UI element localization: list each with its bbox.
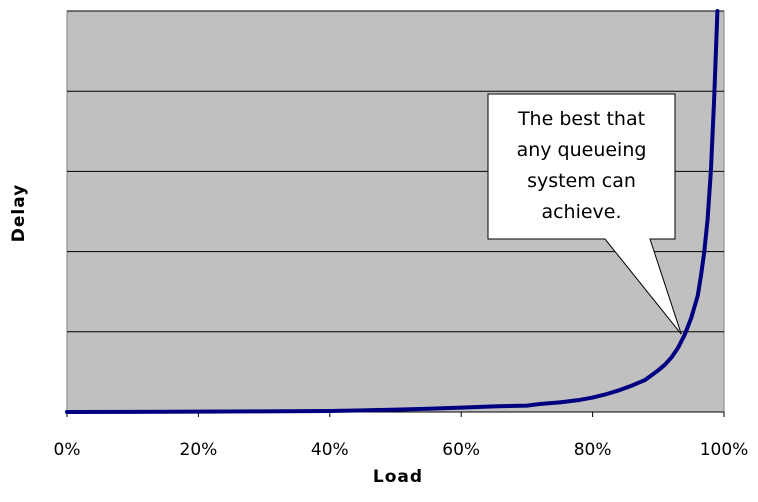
y-axis-title: Delay <box>9 184 29 243</box>
annotation-layer: The best that any queueing system can achie… <box>487 93 682 335</box>
x-tick-label: 20% <box>180 440 218 460</box>
x-tick-label: 100% <box>700 440 749 460</box>
x-tick-label: 40% <box>311 440 349 460</box>
callout-text-line: system can <box>527 170 636 192</box>
x-tick-label: 0% <box>54 440 81 460</box>
callout-text-line: achieve. <box>541 201 621 223</box>
series-layer <box>65 9 720 414</box>
x-tick-label: 60% <box>442 440 480 460</box>
callout-text-line: any queueing <box>517 139 647 161</box>
x-axis-title: Load <box>373 467 423 487</box>
x-tick-label: 80% <box>574 440 612 460</box>
callout-text-line: The best that <box>517 108 645 130</box>
series-line <box>65 9 720 414</box>
x-axis-ticks: 0% 20% 40% 60% 80% 100% <box>54 412 749 460</box>
callout-box <box>487 93 682 335</box>
